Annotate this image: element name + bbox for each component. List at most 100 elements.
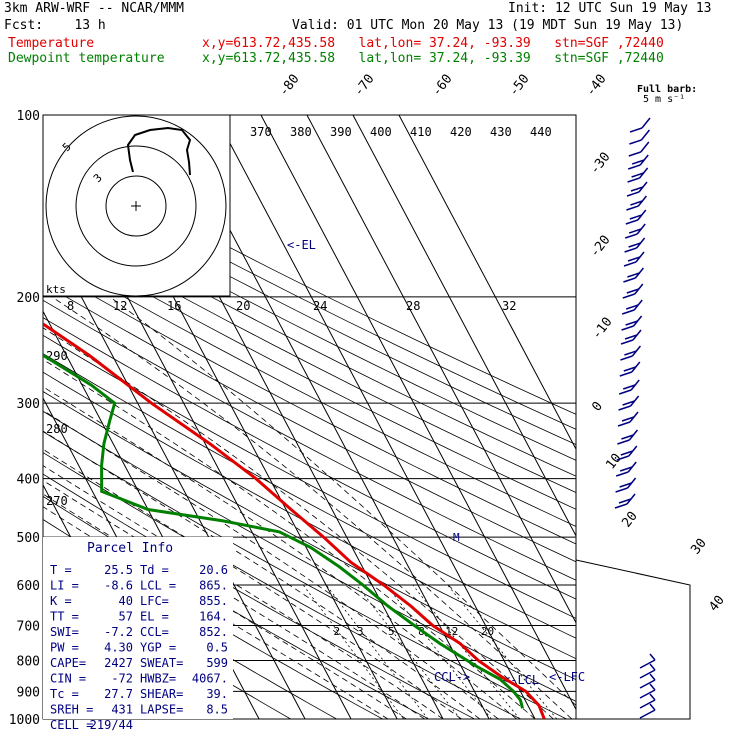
parcel-value: 219/44 <box>90 718 133 732</box>
dry-adiabat-line <box>43 299 576 581</box>
parcel-key: LCL = <box>140 579 176 593</box>
wind-barb <box>649 703 656 711</box>
model-title: 3km ARW-WRF -- NCAR/MMM <box>4 1 185 16</box>
wind-barb <box>641 117 651 129</box>
wind-barb <box>628 242 641 248</box>
wind-barb <box>630 200 643 206</box>
wind-barb <box>628 151 642 157</box>
wind-barb <box>639 699 656 709</box>
theta-label: 400 <box>370 125 392 139</box>
full-barb-units: 5 m s⁻¹ <box>643 94 686 105</box>
parcel-key: LFC= <box>140 594 169 608</box>
dry-adiabat-line <box>43 317 576 600</box>
wind-barb <box>619 371 633 377</box>
isotherm-label: -80 <box>276 72 302 100</box>
wind-barb <box>622 384 636 390</box>
mixing-ratio-line <box>385 584 492 719</box>
theta-label: 410 <box>410 125 432 139</box>
parcel-value: 431 <box>111 703 133 717</box>
wind-barb <box>627 256 641 262</box>
dry-adiabat-line <box>43 266 576 545</box>
wind-barb <box>625 320 638 326</box>
pressure-label: 100 <box>17 109 40 124</box>
isotherm-label: -40 <box>583 72 609 100</box>
isotherm-line <box>260 115 576 711</box>
dry-adiabat-line <box>43 189 576 461</box>
wind-barb <box>629 127 643 133</box>
mixing-ratio-label: 5 <box>388 625 395 638</box>
isotherm-line <box>306 115 576 624</box>
wind-barb <box>649 683 656 691</box>
wind-barb <box>616 455 630 461</box>
wind-barb <box>626 205 639 211</box>
wind-barb <box>620 339 634 345</box>
hodograph-speed-label: 32 <box>502 299 516 313</box>
dry-adiabat-line <box>43 371 576 660</box>
isotherm-label: 40 <box>706 593 727 615</box>
dry-adiabat-line <box>43 250 576 527</box>
hodograph-speed-label: 24 <box>313 299 327 313</box>
parcel-value: 4067. <box>192 672 228 686</box>
pressure-label: 600 <box>17 579 40 594</box>
isotherm-label: -50 <box>506 72 532 100</box>
temperature-legend-label: Temperature <box>8 36 95 51</box>
isotherm-label: 0 <box>589 399 606 414</box>
wind-barb <box>639 659 656 669</box>
wind-barb <box>629 139 642 145</box>
parcel-info-title: Parcel Info <box>87 541 173 556</box>
parcel-value: 865. <box>199 579 228 593</box>
mixing-ratio-label: 3 <box>357 625 364 638</box>
pressure-label: 400 <box>17 473 40 488</box>
parcel-value: 599 <box>206 656 228 670</box>
hodograph-speed-label: 28 <box>406 299 420 313</box>
parcel-key: Tc = <box>50 687 79 701</box>
wind-barb <box>615 471 629 477</box>
pressure-label: 1000 <box>9 713 40 728</box>
parcel-value: 852. <box>199 625 228 639</box>
mixing-ratio-label: 2 <box>334 625 341 638</box>
wind-barb <box>628 228 642 234</box>
wind-barb <box>626 191 640 197</box>
pressure-label: 300 <box>17 397 40 412</box>
mixing-ratio-line <box>412 584 520 719</box>
isotherm-line <box>214 115 536 719</box>
pressure-label: 800 <box>17 654 40 669</box>
parcel-value: 855. <box>199 594 228 608</box>
isotherm-label: 20 <box>619 509 640 531</box>
parcel-value: 4.30 <box>104 641 133 655</box>
dewpoint-legend-label: Dewpoint temperature <box>8 51 165 66</box>
theta-label: 370 <box>250 125 272 139</box>
wind-barb <box>624 334 638 340</box>
wind-barb <box>618 389 632 395</box>
wind-barb <box>639 689 656 699</box>
parcel-key: SREH = <box>50 703 93 717</box>
wind-barb <box>621 416 635 422</box>
wind-barb <box>649 673 656 681</box>
parcel-value: 20.6 <box>199 563 228 577</box>
level-annotation: CCL-> <box>434 670 470 684</box>
wind-barb <box>640 141 650 153</box>
wind-barb <box>621 434 634 440</box>
dry-adiabat-line <box>43 334 576 619</box>
parcel-key: CAPE= <box>50 656 86 670</box>
pressure-label: 900 <box>17 685 40 700</box>
parcel-value: 40 <box>119 594 133 608</box>
wind-barb <box>627 272 640 278</box>
parcel-value: 27.7 <box>104 687 133 701</box>
dry-adiabat-line <box>43 160 576 430</box>
parcel-key: CCL= <box>140 625 169 639</box>
isotherm-label: 30 <box>688 536 709 558</box>
wind-barb <box>618 498 632 504</box>
level-annotation: <-LFC <box>549 670 585 684</box>
isotherm-label: -70 <box>351 72 377 100</box>
isotherm-label: -60 <box>429 72 455 100</box>
parcel-value: 2427 <box>104 656 133 670</box>
wind-barb <box>649 663 656 671</box>
parcel-value: 8.5 <box>206 703 228 717</box>
parcel-value: -7.2 <box>104 625 133 639</box>
isotherm-label: -30 <box>587 150 613 178</box>
pressure-label: 500 <box>17 531 40 546</box>
wind-barb <box>619 466 633 472</box>
